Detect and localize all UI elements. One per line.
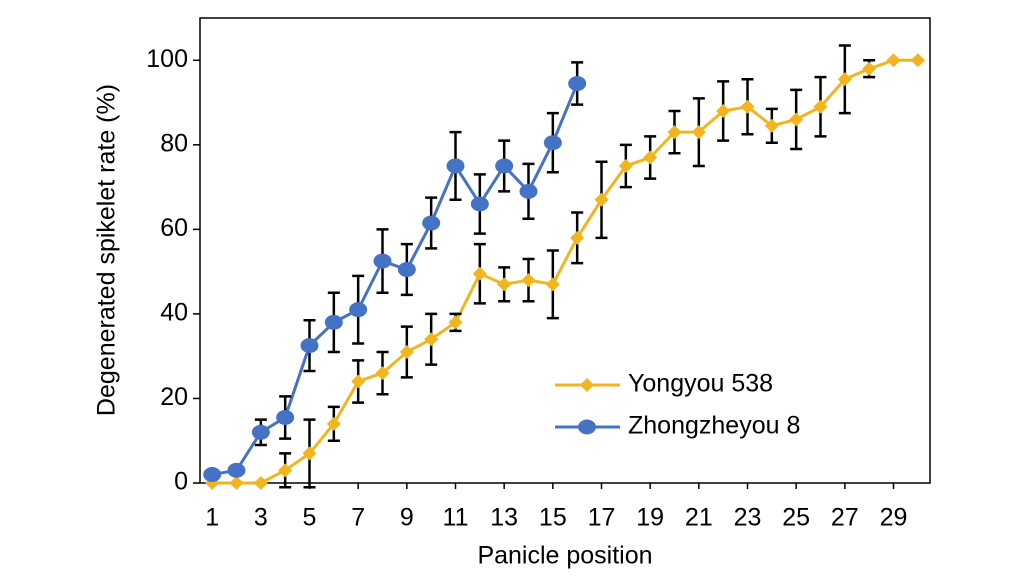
y-axis-label: Degenerated spikelet rate (%) <box>93 84 121 416</box>
y-tick-label: 80 <box>160 129 188 157</box>
x-tick-label: 23 <box>734 504 762 532</box>
data-point <box>253 476 268 490</box>
x-tick-label: 1 <box>205 504 219 532</box>
data-point <box>351 374 366 389</box>
data-point <box>813 99 828 114</box>
series-line <box>211 82 579 477</box>
data-point <box>594 192 609 207</box>
y-tick-label: 60 <box>160 214 188 242</box>
data-point <box>349 302 368 318</box>
data-point <box>251 424 270 440</box>
data-point <box>203 467 222 483</box>
data-point <box>424 332 439 347</box>
y-tick-label: 100 <box>146 45 188 73</box>
data-point <box>497 277 512 292</box>
data-point <box>789 112 804 127</box>
data-point <box>446 158 465 174</box>
legend-marker <box>578 419 596 435</box>
data-point <box>886 53 901 68</box>
x-axis-label: Panicle position <box>477 542 652 570</box>
x-tick-label: 13 <box>490 504 518 532</box>
data-point <box>227 462 246 478</box>
data-point <box>276 409 295 425</box>
data-point <box>545 277 560 292</box>
data-point <box>422 215 441 231</box>
data-point <box>543 135 562 151</box>
y-tick-label: 40 <box>160 299 188 327</box>
x-tick-label: 15 <box>539 504 567 532</box>
legend-label: Zhongzheyou 8 <box>628 412 800 440</box>
data-point <box>862 61 877 76</box>
data-point <box>691 125 706 140</box>
data-point <box>399 344 414 359</box>
data-point <box>910 53 925 68</box>
data-point <box>618 158 633 173</box>
data-point <box>837 72 852 87</box>
data-point <box>495 158 514 174</box>
y-tick-label: 0 <box>174 468 188 496</box>
data-point <box>324 314 343 330</box>
series-line <box>212 58 918 485</box>
data-point <box>472 266 487 281</box>
x-tick-label: 29 <box>880 504 908 532</box>
data-point <box>448 315 463 330</box>
data-point <box>764 118 779 133</box>
data-point <box>667 125 682 140</box>
data-point <box>519 183 538 199</box>
data-point <box>326 416 341 431</box>
x-tick-label: 5 <box>303 504 317 532</box>
data-point <box>300 338 319 354</box>
data-point <box>570 230 585 245</box>
x-tick-label: 7 <box>351 504 365 532</box>
y-tick-label: 20 <box>160 383 188 411</box>
x-tick-label: 27 <box>831 504 859 532</box>
data-point <box>373 253 392 269</box>
x-tick-label: 9 <box>400 504 414 532</box>
data-point <box>643 150 658 165</box>
x-tick-label: 25 <box>782 504 810 532</box>
legend-label: Yongyou 538 <box>628 370 773 398</box>
data-point <box>397 262 416 278</box>
data-point <box>302 446 317 461</box>
data-point <box>716 104 731 118</box>
plot-frame <box>199 17 931 484</box>
x-tick-label: 3 <box>254 504 268 532</box>
x-tick-label: 19 <box>636 504 664 532</box>
data-point <box>740 99 755 114</box>
x-tick-label: 17 <box>588 504 616 532</box>
legend-marker <box>580 378 594 392</box>
data-point <box>568 76 587 92</box>
data-point <box>278 463 293 478</box>
data-point <box>521 273 536 288</box>
data-point <box>470 196 489 212</box>
data-point <box>375 366 390 381</box>
data-point <box>229 476 244 490</box>
x-tick-label: 11 <box>443 504 469 532</box>
x-tick-label: 21 <box>685 504 713 532</box>
